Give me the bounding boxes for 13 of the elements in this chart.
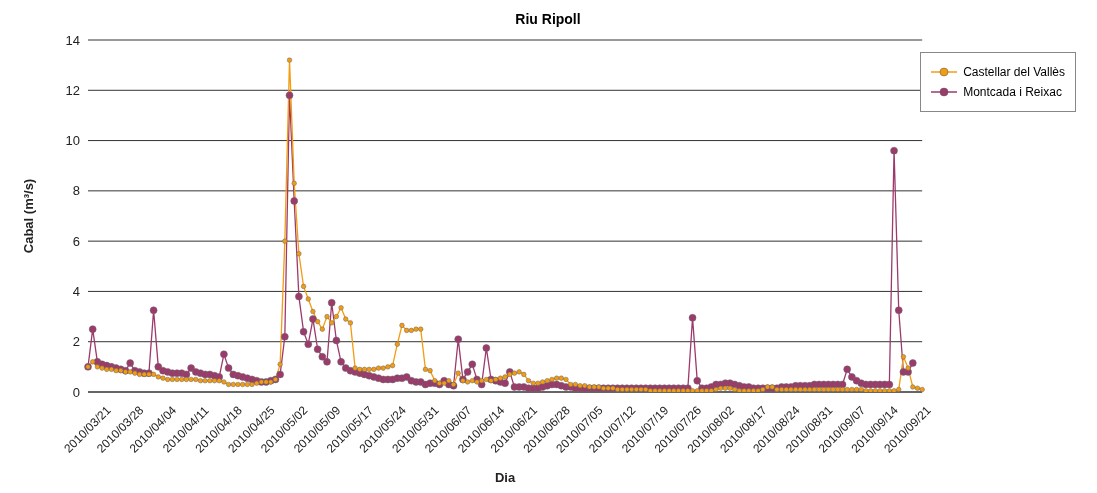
y-tick-label: 8 xyxy=(72,183,80,199)
chart-title: Riu Ripoll xyxy=(514,10,582,29)
y-tick-label: 12 xyxy=(65,82,80,98)
y-tick-label: 14 xyxy=(65,32,80,48)
y-tick-label: 6 xyxy=(72,233,80,249)
legend-label: Montcada i Reixac xyxy=(963,85,1062,99)
y-tick-label: 0 xyxy=(72,384,80,400)
y-axis-title: Cabal (m³/s) xyxy=(20,178,36,254)
y-tick-label: 4 xyxy=(72,284,80,300)
y-tick-label: 10 xyxy=(65,133,80,149)
legend-label: Castellar del Vallès xyxy=(963,65,1065,79)
x-axis-title: Dia xyxy=(494,470,516,485)
y-tick-label: 2 xyxy=(72,334,80,350)
